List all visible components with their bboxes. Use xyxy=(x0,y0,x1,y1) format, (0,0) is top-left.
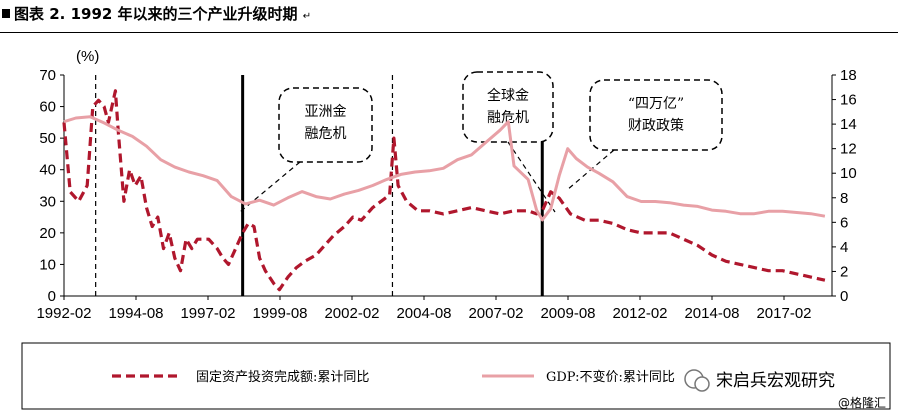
watermark: 宋启兵宏观研究@格隆汇 xyxy=(684,369,886,410)
legend-label-1: GDP:不变价:累计同比 xyxy=(546,369,675,385)
callout-text: 融危机 xyxy=(305,126,347,142)
x-tick-label: 1999-08 xyxy=(252,305,307,322)
y-right-tick-label: 8 xyxy=(840,190,848,207)
callout-text: “四万亿” xyxy=(628,96,684,112)
x-tick-label: 2014-08 xyxy=(684,305,739,322)
y-right-tick-label: 2 xyxy=(840,263,848,280)
x-tick-label: 2009-08 xyxy=(540,305,595,322)
y-left-unit-label: (%) xyxy=(76,48,99,65)
y-right-tick-label: 18 xyxy=(840,67,857,84)
y-right-tick-label: 10 xyxy=(840,165,857,182)
x-tick-label: 2004-08 xyxy=(396,305,451,322)
callout-text: 融危机 xyxy=(487,110,529,126)
x-tick-label: 2017-02 xyxy=(756,305,811,322)
x-tick-label: 2012-02 xyxy=(612,305,667,322)
y-right-tick-label: 16 xyxy=(840,92,857,109)
watermark-sub: @格隆汇 xyxy=(838,395,886,410)
x-tick-label: 1997-02 xyxy=(180,305,235,322)
title-marker xyxy=(2,9,10,18)
x-tick-label: 1992-02 xyxy=(36,305,91,322)
legend: 固定资产投资完成额:累计同比 GDP:不变价:累计同比 宋启兵宏观研究@格隆汇 xyxy=(21,342,891,410)
watermark-text: 宋启兵宏观研究 xyxy=(716,371,835,391)
callout-box xyxy=(589,79,723,151)
y-right-tick-label: 14 xyxy=(840,116,857,133)
wechat-icon-inner xyxy=(694,376,710,392)
x-tick-label: 2002-02 xyxy=(324,305,379,322)
y-left-tick-label: 10 xyxy=(39,256,56,273)
y-right-tick-label: 4 xyxy=(840,239,848,256)
callout-text: 全球金 xyxy=(487,87,529,104)
y-left-tick-label: 40 xyxy=(39,162,56,179)
callout-stimulus: “四万亿” 财政政策 xyxy=(566,79,723,191)
axes: 0 10 20 30 40 50 60 70 0 2 4 6 8 10 12 14 16 18 (%) 1992-02… xyxy=(36,48,856,322)
y-right-tick-label: 12 xyxy=(840,141,857,158)
x-tick-label: 1994-08 xyxy=(108,305,163,322)
x-tick-label: 2007-02 xyxy=(468,305,523,322)
callout-box xyxy=(462,71,554,143)
series-line-0 xyxy=(62,89,826,292)
series-line-1 xyxy=(63,115,826,222)
y-right-tick-label: 6 xyxy=(840,214,848,231)
callout-text: 财政政策 xyxy=(628,117,684,134)
legend-frame xyxy=(21,342,891,410)
callout-text: 亚洲金 xyxy=(305,104,347,120)
y-left-tick-label: 0 xyxy=(48,288,56,305)
chart-title: 图表 2. 1992 年以来的三个产业升级时期 ↵ xyxy=(14,5,312,23)
series-lines xyxy=(62,89,826,292)
y-left-tick-label: 60 xyxy=(39,99,56,116)
y-left-tick-label: 70 xyxy=(39,67,56,84)
y-left-tick-label: 20 xyxy=(39,225,56,242)
y-left-tick-label: 30 xyxy=(39,193,56,210)
y-right-tick-label: 0 xyxy=(840,288,848,305)
legend-label-0: 固定资产投资完成额:累计同比 xyxy=(196,369,369,385)
y-left-tick-label: 50 xyxy=(39,130,56,147)
callout-pointer xyxy=(507,141,556,213)
title-bar: 图表 2. 1992 年以来的三个产业升级时期 ↵ xyxy=(0,0,898,33)
callout-box xyxy=(278,87,373,163)
